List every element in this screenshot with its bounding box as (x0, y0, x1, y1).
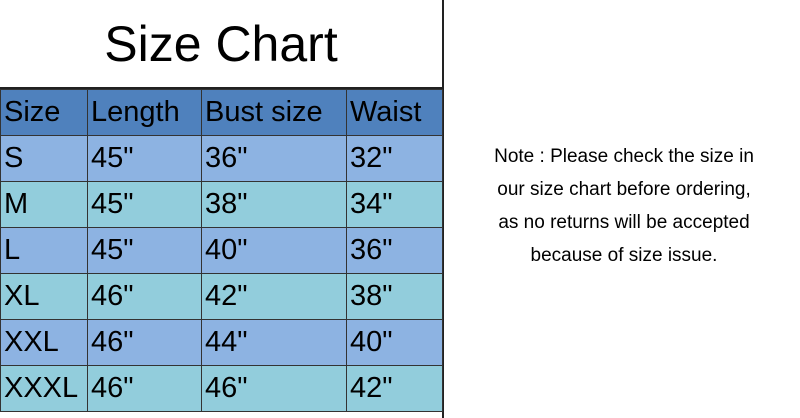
header-bust: Bust size (201, 89, 347, 136)
table-row: XL 46" 42" 38" (0, 273, 443, 320)
note-line: as no returns will be accepted (498, 212, 750, 233)
header-waist: Waist (346, 89, 443, 136)
cell-waist: 38" (346, 273, 443, 320)
note-line: because of size issue. (530, 245, 718, 266)
cell-bust: 36" (201, 135, 347, 182)
note-line: Note : Please check the size in (494, 146, 754, 167)
cell-waist: 40" (346, 319, 443, 366)
cell-length: 45" (87, 135, 202, 182)
size-table: Size Length Bust size Waist S 45" 36" 32" M 4… (0, 89, 443, 412)
note-text: Note : Please check the size in our size… (448, 140, 800, 272)
cell-bust: 38" (201, 181, 347, 228)
cell-length: 46" (87, 319, 202, 366)
note-line: our size chart before ordering, (497, 179, 751, 200)
cell-size: S (0, 135, 88, 182)
cell-bust: 42" (201, 273, 347, 320)
cell-waist: 32" (346, 135, 443, 182)
cell-size: XXXL (0, 365, 88, 412)
cell-waist: 36" (346, 227, 443, 274)
cell-bust: 46" (201, 365, 347, 412)
table-row: L 45" 40" 36" (0, 227, 443, 274)
header-length: Length (87, 89, 202, 136)
table-row: XXXL 46" 46" 42" (0, 365, 443, 412)
cell-size: M (0, 181, 88, 228)
table-row: XXL 46" 44" 40" (0, 319, 443, 366)
cell-bust: 40" (201, 227, 347, 274)
cell-size: L (0, 227, 88, 274)
cell-waist: 34" (346, 181, 443, 228)
cell-length: 45" (87, 181, 202, 228)
chart-title: Size Chart (0, 0, 442, 89)
cell-size: XXL (0, 319, 88, 366)
cell-length: 45" (87, 227, 202, 274)
header-size: Size (0, 89, 88, 136)
table-row: M 45" 38" 34" (0, 181, 443, 228)
cell-length: 46" (87, 365, 202, 412)
cell-size: XL (0, 273, 88, 320)
cell-waist: 42" (346, 365, 443, 412)
table-row: S 45" 36" 32" (0, 135, 443, 182)
size-chart: Size Chart Size Length Bust size Waist S… (0, 0, 444, 418)
cell-bust: 44" (201, 319, 347, 366)
cell-length: 46" (87, 273, 202, 320)
header-row: Size Length Bust size Waist (0, 89, 443, 136)
